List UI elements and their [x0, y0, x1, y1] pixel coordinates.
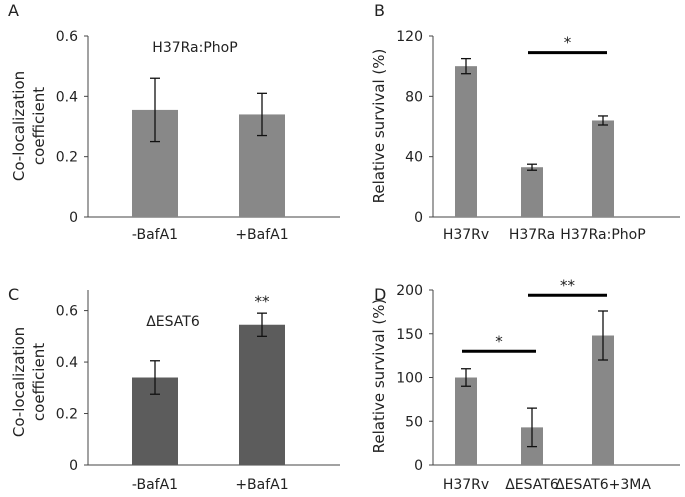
- y-tick-label: 0.4: [56, 355, 78, 371]
- x-tick-label: -BafA1: [132, 477, 178, 493]
- bar: [592, 335, 614, 465]
- panel-letter-d: D: [374, 285, 386, 304]
- y-axis-label: Relative survival (%): [370, 299, 388, 454]
- y-tick-label: 0.2: [56, 150, 78, 166]
- y-tick-label: 0: [414, 210, 423, 226]
- x-tick-label: H37Ra: [509, 227, 555, 243]
- y-axis-label: Relative survival (%): [370, 49, 388, 204]
- x-tick-label: ΔESAT6+3MA: [555, 477, 651, 493]
- y-tick-label: 0: [414, 458, 423, 474]
- panel-c: 0 0.2 0.4 0.6 Co-localization coefficient -Baf…: [10, 290, 340, 493]
- y-tick-label: 0.6: [56, 304, 78, 320]
- significance-marker: **: [560, 276, 576, 294]
- x-tick-label: +BafA1: [235, 227, 288, 243]
- panel-annotation: H37Ra:PhoP: [152, 40, 237, 56]
- y-axis-label: Co-localization: [10, 71, 28, 181]
- significance-marker: *: [495, 332, 503, 350]
- y-tick-label: 100: [396, 371, 423, 387]
- y-tick-label: 0.4: [56, 89, 78, 105]
- panel-a: 0 0.2 0.4 0.6 Co-localization coefficient -Baf…: [10, 29, 340, 243]
- y-tick-label: 50: [405, 414, 423, 430]
- panel-letter-a: A: [8, 1, 19, 20]
- y-tick-label: 200: [396, 283, 423, 299]
- y-axis-label: coefficient: [30, 87, 48, 165]
- y-tick-label: 0: [69, 210, 78, 226]
- bar: [455, 66, 477, 218]
- x-tick-label: -BafA1: [132, 227, 178, 243]
- x-tick-label: H37Rv: [443, 477, 489, 493]
- bar: [455, 377, 477, 465]
- panel-d: 0 50 100 150 200 Relative survival (%) H37Rv ΔE…: [370, 276, 680, 493]
- panel-letter-c: C: [8, 285, 19, 304]
- y-axis-label: coefficient: [30, 343, 48, 421]
- significance-marker: *: [564, 34, 572, 52]
- x-tick-label: +BafA1: [235, 477, 288, 493]
- x-tick-label: H37Rv: [443, 227, 489, 243]
- y-tick-label: 0.2: [56, 407, 78, 423]
- y-tick-label: 0: [69, 458, 78, 474]
- bar: [521, 167, 543, 217]
- bar: [239, 324, 285, 465]
- y-tick-label: 80: [405, 89, 423, 105]
- significance-marker: **: [255, 293, 271, 311]
- y-tick-label: 0.6: [56, 29, 78, 45]
- x-tick-label: ΔESAT6: [505, 477, 559, 493]
- bar: [592, 120, 614, 217]
- panel-annotation: ΔESAT6: [146, 314, 200, 330]
- y-tick-label: 120: [396, 29, 423, 45]
- x-tick-label: H37Ra:PhoP: [560, 227, 645, 243]
- y-axis-label: Co-localization: [10, 327, 28, 437]
- panel-b: 0 40 80 120 Relative survival (%) H37Rv H37Ra H…: [370, 29, 680, 243]
- panel-letter-b: B: [374, 1, 385, 20]
- y-tick-label: 40: [405, 150, 423, 166]
- y-tick-label: 150: [396, 327, 423, 343]
